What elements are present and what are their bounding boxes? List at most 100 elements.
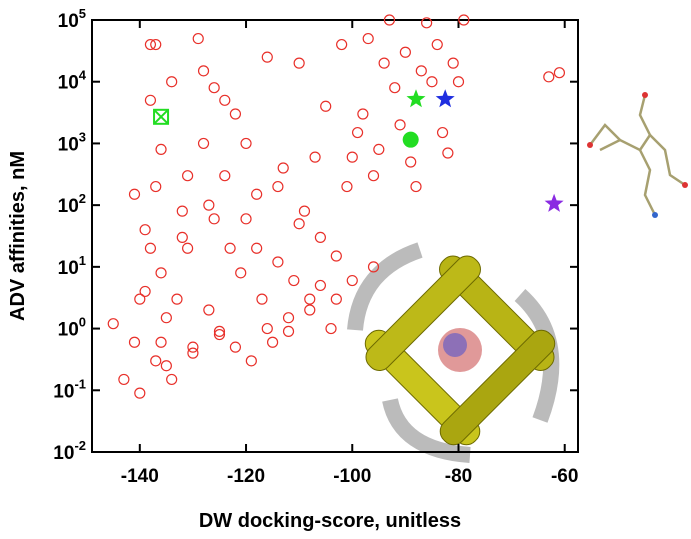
point (129, 189, 139, 199)
point (154, 110, 168, 124)
y-tick-base: 10 (58, 73, 79, 94)
y-tick-label: 100 (58, 315, 86, 341)
point (353, 128, 363, 138)
x-tick-label: -100 (333, 466, 371, 487)
point (284, 313, 294, 323)
point (225, 243, 235, 253)
point (416, 66, 426, 76)
x-axis-label: DW docking-score, unitless (199, 510, 461, 532)
y-tick-base: 10 (53, 381, 74, 402)
point (230, 342, 240, 352)
point (135, 294, 145, 304)
y-tick-label: 101 (58, 253, 86, 279)
point (145, 243, 155, 253)
point (262, 324, 272, 334)
point (369, 171, 379, 181)
point (268, 337, 278, 347)
point (432, 40, 442, 50)
atom (587, 142, 593, 148)
point (230, 109, 240, 119)
point (156, 268, 166, 278)
point (188, 348, 198, 358)
point (220, 95, 230, 105)
point (241, 214, 251, 224)
y-tick-label: 103 (58, 129, 86, 155)
point (188, 342, 198, 352)
y-axis-label: ADV affinities, nM (7, 151, 29, 321)
point (294, 219, 304, 229)
point (390, 83, 400, 93)
point (305, 305, 315, 315)
point (145, 95, 155, 105)
y-tick-base: 10 (58, 258, 79, 279)
point (156, 144, 166, 154)
point (436, 89, 455, 107)
point (241, 138, 251, 148)
y-tick-power: 1 (79, 253, 86, 268)
point (273, 182, 283, 192)
point (156, 337, 166, 347)
point (193, 34, 203, 44)
atom (652, 212, 658, 218)
point (262, 52, 272, 62)
point (407, 89, 426, 107)
y-tick-power: -2 (74, 438, 86, 453)
point (177, 206, 187, 216)
y-tick-label: 10-1 (53, 376, 86, 402)
point (129, 337, 139, 347)
point (294, 58, 304, 68)
inset-structure (354, 244, 566, 456)
point (554, 68, 564, 78)
y-tick-label: 105 (58, 6, 86, 32)
x-tick-label: -80 (445, 466, 472, 487)
y-tick-base: 10 (58, 196, 79, 217)
point (299, 206, 309, 216)
point (246, 356, 256, 366)
y-tick-power: 4 (79, 68, 87, 83)
molecule (587, 92, 688, 218)
point (443, 148, 453, 158)
point (358, 109, 368, 119)
point (337, 40, 347, 50)
ligand (443, 333, 467, 357)
chart: DW docking-score, unitless ADV affinitie… (0, 0, 691, 534)
point (167, 77, 177, 87)
point (347, 276, 357, 286)
point (236, 268, 246, 278)
y-tick-base: 10 (58, 134, 79, 155)
point (331, 251, 341, 261)
y-tick-label: 104 (58, 68, 87, 94)
bond (600, 95, 650, 150)
atom (642, 92, 648, 98)
y-tick-label: 102 (58, 191, 86, 217)
y-tick-label: 10-2 (53, 438, 86, 464)
point (545, 194, 564, 212)
point (135, 388, 145, 398)
point (448, 58, 458, 68)
point (140, 225, 150, 235)
point (400, 47, 410, 57)
point (310, 152, 320, 162)
point (252, 243, 262, 253)
point (374, 144, 384, 154)
point (403, 132, 419, 148)
bond (640, 150, 655, 215)
point (305, 294, 315, 304)
point (427, 77, 437, 87)
point (347, 152, 357, 162)
marker-cross (154, 110, 168, 124)
atom (682, 182, 688, 188)
point (167, 374, 177, 384)
point (204, 305, 214, 315)
point (284, 326, 294, 336)
point (172, 294, 182, 304)
point (161, 313, 171, 323)
point (453, 77, 463, 87)
point (363, 34, 373, 44)
point (151, 356, 161, 366)
y-tick-base: 10 (58, 320, 79, 341)
point (326, 324, 336, 334)
x-tick-label: -60 (551, 466, 578, 487)
y-tick-power: 5 (79, 6, 86, 21)
point (108, 319, 118, 329)
